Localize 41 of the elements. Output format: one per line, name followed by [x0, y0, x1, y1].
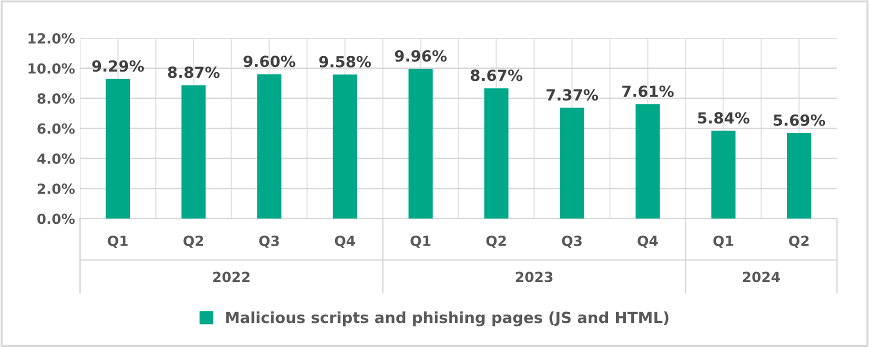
y-tick-label: 10.0% [28, 63, 75, 74]
x-tick-label: Q2 [486, 236, 506, 248]
x-tick-label: Q3 [259, 236, 279, 248]
data-label: 5.69% [774, 114, 826, 126]
x-tick-label: Q2 [184, 236, 204, 248]
data-label: 8.67% [470, 70, 522, 82]
bar [332, 74, 358, 219]
x-tick-label: Q1 [108, 236, 128, 248]
legend-label: Malicious scripts and phishing pages (JS and HTML) [226, 311, 668, 326]
data-label: 9.58% [319, 56, 371, 68]
x-tick-label: Q4 [638, 236, 658, 248]
x-tick-label: Q3 [562, 236, 582, 248]
data-label: 9.96% [394, 50, 447, 62]
bar [636, 104, 660, 219]
bar [786, 133, 812, 219]
bar [106, 78, 130, 219]
bar [257, 74, 282, 219]
x-tick-label: Q1 [410, 236, 430, 248]
y-tick-label: 12.0% [28, 33, 75, 44]
y-tick-label: 0.0% [37, 214, 75, 224]
bar [711, 130, 736, 219]
bar [408, 68, 433, 219]
data-label: 7.61% [622, 86, 674, 98]
y-tick-label: 2.0% [38, 184, 75, 194]
x-tick-label: Q4 [334, 236, 356, 248]
text: 2024 [743, 272, 780, 282]
text: 2022 [213, 272, 250, 282]
data-label: 9.60% [244, 56, 296, 68]
text: 2023 [516, 272, 552, 282]
data-label: 7.37% [546, 89, 598, 101]
data-label: 5.84% [698, 112, 750, 124]
x-tick-label: Q2 [789, 236, 809, 248]
data-label: 8.87% [168, 66, 220, 78]
y-tick-label: 6.0% [38, 123, 75, 134]
x-tick-label: Q1 [713, 236, 734, 248]
y-tick-label: 4.0% [37, 153, 75, 164]
data-label: 9.29% [92, 60, 144, 72]
bar [181, 85, 206, 219]
y-tick-label: 8.0% [38, 93, 75, 104]
bar [560, 108, 584, 219]
bar [484, 88, 508, 219]
